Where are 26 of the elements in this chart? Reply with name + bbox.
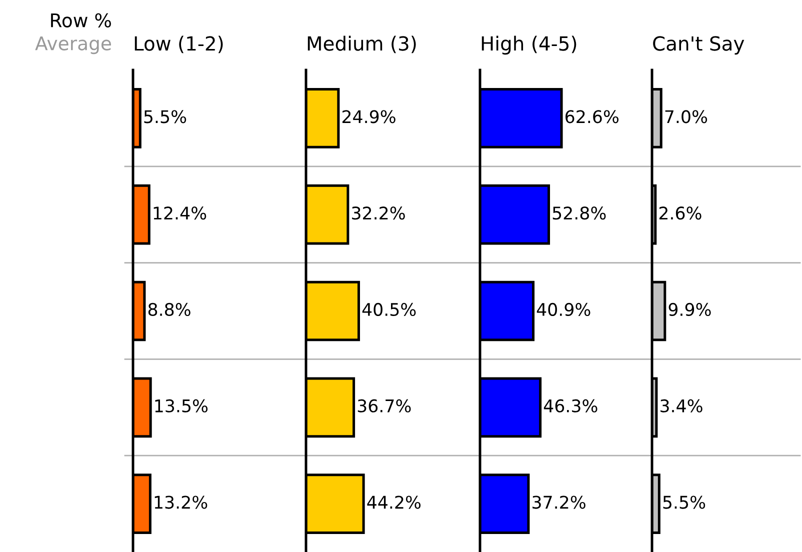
data-label: 24.9% <box>342 110 396 124</box>
data-label: 37.2% <box>532 496 586 509</box>
data-label: 13.5% <box>155 399 208 412</box>
data-label: 9.9% <box>668 302 711 316</box>
chart-title: High (4-5) <box>482 36 576 55</box>
data-label: 44.2% <box>367 496 421 509</box>
data-label: 13.2% <box>154 496 208 509</box>
data-label: 36.7% <box>358 399 411 412</box>
data-label: 5.5% <box>144 110 186 124</box>
data-label: 5.5% <box>663 496 706 509</box>
data-label: 8.8% <box>148 302 190 316</box>
text: Row % <box>51 13 111 28</box>
data-label: 52.8% <box>552 206 606 220</box>
data-label: 62.6% <box>566 110 618 124</box>
chart-title: Low (1-2) <box>134 36 223 54</box>
text: Average <box>35 36 111 54</box>
data-label: 40.5% <box>362 302 416 316</box>
data-label: 3.4% <box>660 399 702 412</box>
data-label: 12.4% <box>154 206 206 220</box>
data-label: 7.0% <box>665 110 708 124</box>
data-label: 32.2% <box>352 206 405 220</box>
chart-title: Can't Say <box>653 36 744 55</box>
chart-title: Medium (3) <box>308 36 416 54</box>
data-label: 2.6% <box>659 206 702 220</box>
data-label: 46.3% <box>544 399 598 412</box>
data-label: 40.9% <box>536 302 590 316</box>
